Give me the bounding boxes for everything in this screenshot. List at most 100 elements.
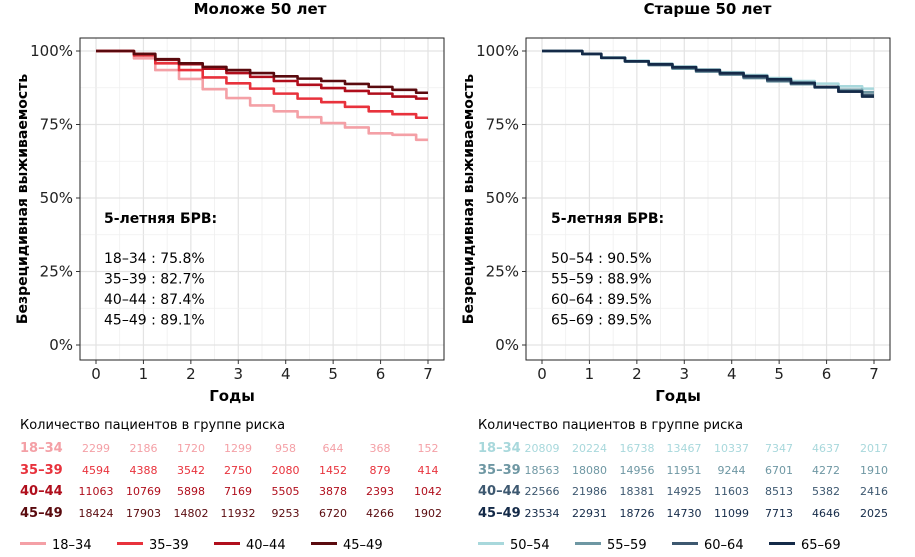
x-tick-label: 1 [585,365,595,383]
risk-cell: 2025 [860,506,888,520]
plot-frame [79,37,445,361]
y-tick-label: 25% [486,263,519,281]
risk-row-45–49: 45–49 23534 22931 18726 14730 11099 7713 4646 20… [478,506,915,525]
y-tick-label: 100% [30,42,73,60]
plot-frame [525,37,891,361]
risk-cell: 21986 [572,485,607,498]
legend-swatch [769,542,795,545]
risk-row-label: 45–49 [20,505,63,521]
annotation-title: 5-летняя БРВ: [104,211,217,227]
y-tick-label: 0% [495,336,519,354]
x-axis-label: Годы [655,387,701,405]
risk-cell: 4272 [812,463,840,477]
risk-cell: 4388 [129,463,158,477]
y-tick-label: 25% [40,263,73,281]
risk-cell: 4266 [366,506,394,520]
risk-cell: 6701 [765,463,793,477]
risk-cell: 414 [417,463,439,477]
x-tick-label: 3 [680,365,690,383]
series-line-18–34 [96,49,428,142]
risk-cell: 2416 [860,485,888,498]
legend-item-50–54: 50–54 [478,538,550,553]
risk-cell: 8513 [765,485,793,498]
x-axis-label: Годы [209,387,255,405]
annotation-line: 40–44 : 87.4% [104,292,205,308]
legend-label: 65–69 [801,538,841,553]
y-tick-label: 75% [40,116,73,134]
chart-title-left: Моложе 50 лет [193,0,327,18]
risk-cell: 9244 [717,463,746,477]
risk-cell: 4594 [82,463,110,477]
annotation-line: 50–54 : 90.5% [551,251,652,267]
annotation-line: 45–49 : 89.1% [104,313,205,329]
legend-label: 40–44 [246,538,286,553]
risk-cell: 11932 [220,506,256,520]
risk-cell: 10769 [126,485,161,498]
risk-row-label: 35–39 [20,462,63,478]
risk-cell: 5898 [177,485,205,498]
risk-cell: 2080 [271,463,300,477]
risk-cell: 7169 [224,485,252,498]
risk-row-label: 40–44 [478,484,521,499]
legend-item-45–49: 45–49 [311,538,383,553]
x-tick-label: 1 [139,365,149,383]
legend-label: 60–64 [704,538,744,553]
legend-swatch [20,542,46,545]
series-line-65–69 [542,49,874,98]
legend-item-40–44: 40–44 [214,538,286,553]
y-tick-label: 50% [486,189,519,207]
risk-cell: 18726 [619,506,655,520]
risk-cell: 7713 [765,506,793,520]
legend-swatch [117,542,143,545]
y-tick-label: 50% [40,189,73,207]
x-tick-label: 7 [423,365,433,383]
risk-cell: 22566 [524,485,560,498]
risk-cell: 1720 [177,442,205,455]
risk-row-18–34: 18–34 20809 20224 16738 13467 10337 7347 4637 20… [478,441,915,460]
risk-cell: 14730 [666,506,702,520]
risk-cell: 1452 [319,463,347,477]
annotation-line: 35–39 : 82.7% [104,272,205,288]
risk-cell: 4637 [812,442,840,455]
series-line-45–49 [96,49,428,95]
legend-label: 18–34 [52,538,92,553]
y-tick-label: 0% [49,336,73,354]
risk-row-35–39: 35–39 4594 4388 3542 2750 2080 1452 879 414 [20,462,460,482]
x-tick-label: 3 [234,365,244,383]
risk-cell: 16738 [619,442,655,455]
legend-swatch [311,542,337,545]
risk-cell: 3542 [177,463,205,477]
x-tick-label: 0 [537,365,547,383]
x-tick-label: 4 [281,365,291,383]
legend-label: 50–54 [510,538,550,553]
x-tick-label: 6 [822,365,832,383]
risk-cell: 10337 [714,442,749,455]
risk-cell: 18381 [619,485,655,498]
risk-row-45–49: 45–49 18424 17903 14802 11932 9253 6720 4266 190… [20,505,460,525]
risk-cell: 11063 [78,485,114,498]
risk-cell: 11099 [714,506,749,520]
legend-item-60–64: 60–64 [672,538,744,553]
risk-cell: 368 [369,442,391,455]
legend-item-55–59: 55–59 [575,538,647,553]
risk-cell: 5505 [271,485,300,498]
risk-cell: 2186 [129,442,158,455]
x-tick-label: 6 [376,365,386,383]
legend-item-35–39: 35–39 [117,538,189,553]
risk-cell: 152 [417,442,439,455]
risk-cell: 4646 [812,506,840,520]
risk-table-title-left: Количество пациентов в группе риска [20,418,286,433]
risk-cell: 13467 [666,442,702,455]
risk-cell: 5382 [812,485,840,498]
risk-cell: 23534 [524,506,560,520]
risk-cell: 879 [369,463,391,477]
risk-row-18–34: 18–34 2299 2186 1720 1299 958 644 368 152 [20,441,460,460]
risk-cell: 2393 [366,485,394,498]
risk-cell: 18080 [572,463,607,477]
risk-cell: 14802 [173,506,209,520]
risk-row-label: 35–39 [478,462,521,478]
risk-cell: 1902 [414,506,442,520]
legend-swatch [672,542,698,545]
legend-label: 55–59 [607,538,647,553]
risk-row-40–44: 40–44 22566 21986 18381 14925 11603 8513 5382 24… [478,484,915,503]
